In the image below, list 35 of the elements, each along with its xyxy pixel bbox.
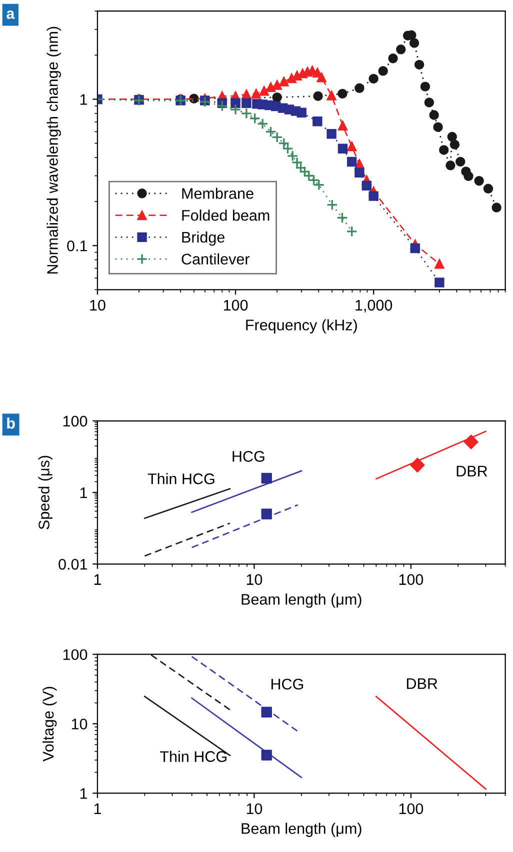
x-tick-label: 100: [224, 300, 248, 311]
series-label: Thin HCG: [160, 750, 226, 762]
series-label: HCG: [232, 450, 264, 462]
y-tick-label: 1: [80, 487, 88, 498]
y-tick-label: 1: [80, 788, 88, 799]
series-label: DBR: [456, 466, 488, 476]
text: a: [6, 10, 15, 19]
legend-label: Cantilever: [182, 253, 250, 265]
x-tick-label: 10: [246, 574, 262, 585]
y-axis-title: Speed (μs): [38, 456, 52, 530]
y-tick-label: 10: [72, 718, 88, 730]
x-tick-label: 10: [246, 803, 262, 814]
legend-label: Bridge: [182, 231, 224, 246]
y-axis-title: Voltage (V): [42, 686, 57, 762]
legend-label: Membrane: [182, 188, 254, 199]
series-label: DBR: [406, 678, 438, 689]
text: b: [7, 417, 15, 429]
y-tick-label: 100: [63, 416, 88, 427]
x-axis-title: Beam length (μm): [242, 594, 362, 608]
x-tick-label: 10: [90, 300, 106, 311]
x-tick-label: 1: [94, 803, 101, 814]
x-tick-label: 1: [94, 574, 101, 585]
y-tick-label: 100: [63, 649, 88, 660]
x-tick-label: 1,000: [356, 300, 392, 312]
x-axis-title: Frequency (kHz): [246, 319, 357, 334]
x-axis-title: Beam length (μm): [242, 822, 362, 837]
series-label: Thin HCG: [148, 473, 214, 484]
y-tick-label: 1: [80, 94, 88, 105]
series-label: HCG: [271, 678, 304, 690]
y-tick-label: 0.1: [67, 240, 88, 252]
y-axis-title: Normalized wavelength change (nm): [46, 26, 61, 274]
x-tick-label: 100: [399, 574, 424, 585]
legend-label: Folded beam: [182, 210, 270, 221]
x-tick-label: 100: [399, 803, 424, 814]
y-tick-label: 0.01: [58, 558, 88, 570]
